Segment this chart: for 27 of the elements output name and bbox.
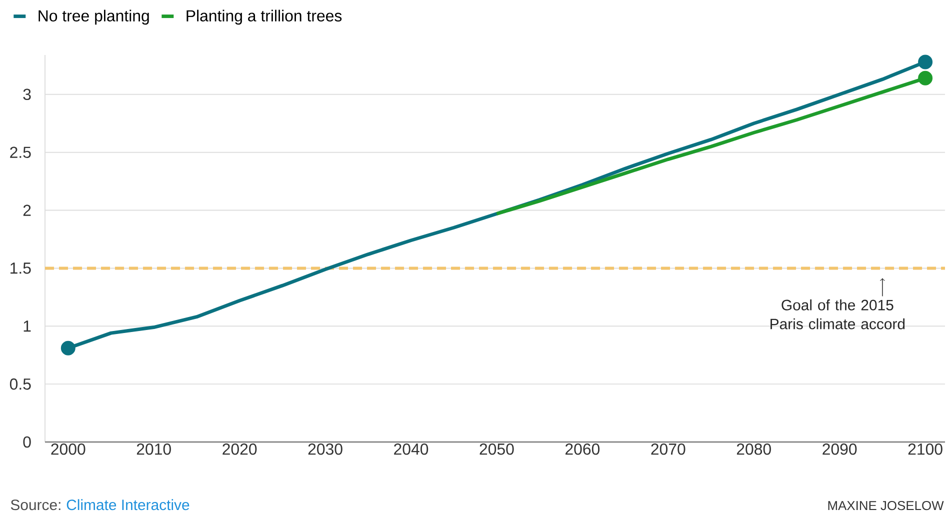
y-tick-label: 1: [24, 320, 31, 332]
y-tick-label: 0.5: [10, 378, 31, 390]
x-tick-label: 2060: [566, 444, 600, 455]
x-tick-label: 2100: [908, 444, 942, 455]
x-tick-label: 2080: [736, 444, 771, 455]
legend-label: No tree planting: [38, 10, 149, 25]
point: [60, 340, 76, 356]
x-tick-label: 2010: [136, 444, 171, 455]
y-tick-label: 1.5: [10, 262, 31, 274]
x-tick-label: 2050: [480, 444, 514, 455]
y-tick-label: 3: [23, 88, 31, 100]
x-tick-label: 2090: [822, 444, 857, 455]
legend-label: Planting a trillion trees: [186, 10, 342, 25]
point: [918, 70, 933, 86]
text: MAXINE JOSELOW: [828, 500, 944, 510]
text: Climate Interactive: [66, 499, 190, 510]
annotation: Goal of the 2015 Paris climate accord: [770, 299, 905, 330]
y-tick-label: 2: [23, 204, 31, 216]
x-tick-label: 2020: [222, 444, 257, 455]
x-tick-label: 2070: [651, 444, 686, 455]
point: [918, 54, 933, 70]
source-note: Source:: [10, 500, 60, 510]
x-tick-label: 2030: [308, 444, 342, 455]
x-tick-label: 2040: [394, 444, 428, 455]
y-tick-label: 0: [23, 436, 31, 448]
y-tick-label: 2.5: [10, 146, 31, 158]
x-tick-label: 2000: [51, 444, 86, 455]
